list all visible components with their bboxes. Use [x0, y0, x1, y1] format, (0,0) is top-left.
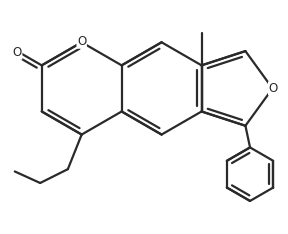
Text: O: O — [77, 35, 86, 48]
Text: O: O — [268, 82, 278, 95]
Text: O: O — [13, 46, 22, 59]
